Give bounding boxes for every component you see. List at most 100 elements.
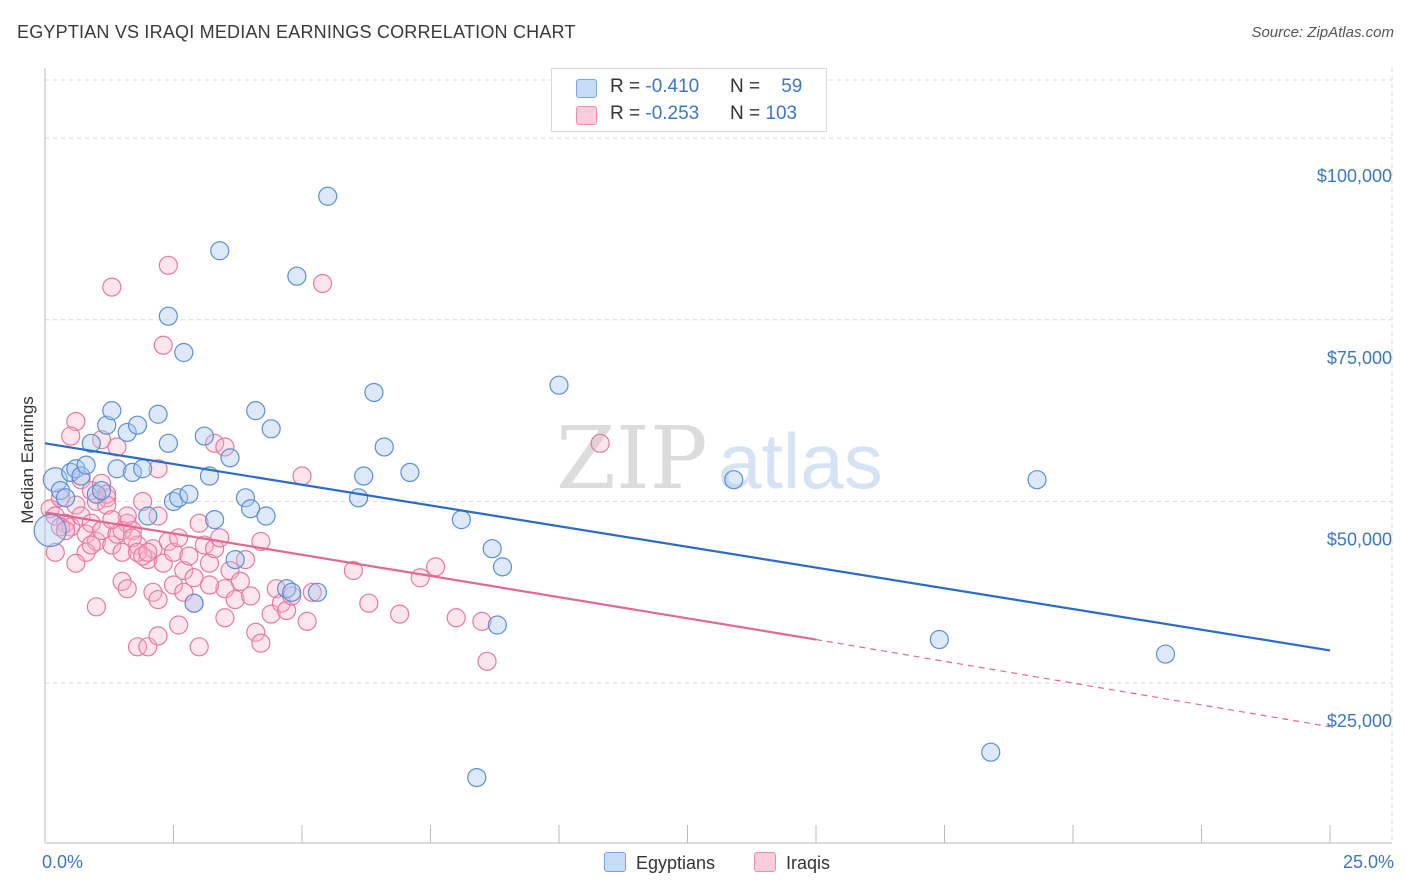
source-credit: Source: ZipAtlas.com [1251,24,1394,41]
egyptians-point-43 [364,382,384,403]
egyptians-point-33 [246,401,266,421]
egyptians-point-49 [487,615,507,635]
correlation-legend: R = -0.410 N = 59 R = -0.253 N = 103 [551,68,827,132]
egyptians-point-2 [55,488,76,508]
iraqis-point-31 [199,553,220,573]
egyptians-point-57 [1155,644,1176,664]
iraqis-point-37 [230,571,250,592]
egyptians-point-21 [169,488,189,508]
iraqis-point-25 [169,528,189,548]
iraqis-point-48 [302,582,322,602]
iraqis-point-52 [410,568,430,588]
iraqis-point-65 [148,459,168,479]
iraqis-point-5 [66,495,86,515]
iraqis-point-30 [194,535,214,555]
egyptians-point-55 [981,742,1001,762]
iraqis-point-77 [122,528,142,548]
egyptians-point-41 [348,488,369,508]
iraqis-point-79 [133,546,153,566]
iraqis-trend-extension [815,638,1331,728]
iraqis-point-83 [163,575,184,595]
egyptians-n-value: 59 [781,76,803,97]
iraqis-point-67 [215,437,235,457]
egyptians-point-52 [158,306,178,326]
egyptians-n-label: N = [730,76,766,97]
iraqis-point-62 [66,411,86,432]
iraqis-point-59 [158,255,178,275]
egyptians-point-54 [929,629,949,650]
iraqis-point-60 [153,335,173,355]
egyptians-trend-line [44,442,1331,652]
egyptians-points [33,186,1176,788]
egyptians-point-32 [241,499,261,519]
egyptians-point-22 [174,342,194,363]
iraqis-points [40,255,610,671]
iraqis-point-74 [97,484,117,504]
egyptians-point-10 [97,415,117,435]
egyptians-r-value: -0.410 [645,76,700,97]
iraqis-point-87 [199,575,220,595]
x-tick-label-max: 25.0% [1342,852,1394,872]
egyptians-point-17 [138,506,158,526]
iraqis-point-36 [225,589,245,610]
iraqis-point-38 [235,549,256,570]
egyptians-point-13 [117,422,137,443]
egyptians-legend-swatch [604,852,626,872]
iraqis-point-93 [148,626,168,646]
egyptians-point-15 [127,415,148,435]
egyptians-point-9 [91,480,112,501]
iraqis-point-18 [133,491,153,512]
iraqis-point-29 [189,513,209,533]
iraqis-point-71 [81,480,101,501]
iraqis-point-102 [251,633,271,653]
iraqis-point-82 [148,589,168,610]
iraqis-point-41 [251,531,271,552]
iraqis-point-53 [426,557,446,577]
egyptians-point-42 [354,466,374,486]
y-tick-label-0: $25,000 [1327,711,1392,731]
egyptians-r-label: R = [610,76,646,97]
iraqis-point-95 [81,535,101,555]
iraqis-point-104 [359,593,379,613]
egyptians-point-11 [102,401,122,421]
egyptians-point-46 [451,510,471,530]
iraqis-n-label: N = [730,103,766,124]
iraqis-point-43 [266,579,286,599]
egyptians-point-3 [61,462,81,482]
egyptians-point-18 [148,404,168,424]
x-tick-label-min: 0.0% [42,852,84,872]
egyptians-point-47 [467,767,487,788]
iraqis-point-97 [102,510,122,530]
watermark-zip: ZIP [556,409,708,509]
iraqis-point-12 [102,535,122,555]
egyptians-point-27 [205,510,225,530]
iraqis-point-54 [446,608,466,628]
egyptians-point-37 [282,582,302,602]
egyptians-point-20 [163,491,184,512]
iraqis-swatch [576,106,597,125]
iraqis-point-57 [590,433,610,453]
iraqis-point-47 [292,466,312,486]
iraqis-point-88 [215,608,235,628]
iraqis-r-value: -0.253 [645,103,700,124]
iraqis-point-80 [138,542,158,562]
chart-title: EGYPTIAN VS IRAQI MEDIAN EARNINGS CORREL… [17,22,576,42]
egyptians-point-16 [133,459,153,479]
iraqis-trend-line [44,511,817,641]
iraqis-point-39 [241,586,261,606]
y-tick-label-3: $100,000 [1317,166,1392,186]
iraqis-point-73 [91,473,112,493]
iraqis-point-55 [472,611,492,631]
bottom-legend-egyptians: Egyptians [604,852,715,874]
iraqis-point-61 [91,430,112,450]
egyptians-point-25 [194,426,214,446]
egyptians-point-53 [724,470,744,490]
iraqis-point-14 [112,542,132,562]
iraqis-point-72 [86,491,107,512]
y-axis-label: Median Earnings [18,396,37,524]
iraqis-point-40 [246,622,266,642]
iraqis-point-50 [343,560,363,581]
egyptians-point-45 [400,462,420,482]
egyptians-point-50 [492,557,513,577]
watermark-atlas: atlas [718,417,883,505]
